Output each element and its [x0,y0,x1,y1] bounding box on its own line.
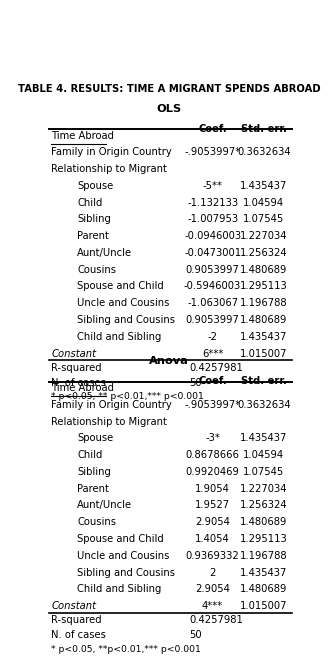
Text: 1.07545: 1.07545 [243,467,284,477]
Text: TABLE 4. RESULTS: TIME A MIGRANT SPENDS ABROAD: TABLE 4. RESULTS: TIME A MIGRANT SPENDS … [18,84,320,94]
Text: Spouse and Child: Spouse and Child [77,281,164,292]
Text: 0.9369332: 0.9369332 [186,551,240,561]
Text: -1.132133: -1.132133 [187,197,238,208]
Text: 0.4257981: 0.4257981 [189,363,244,373]
Text: -1.007953: -1.007953 [187,214,238,224]
Text: 1.256324: 1.256324 [240,248,287,258]
Text: N. of cases: N. of cases [51,630,106,640]
Text: 1.480689: 1.480689 [240,584,287,595]
Text: 1.9054: 1.9054 [195,484,230,494]
Text: -0.0946003: -0.0946003 [184,231,241,241]
Text: -5**: -5** [203,181,223,191]
Text: 1.295113: 1.295113 [240,281,288,292]
Text: Relationship to Migrant: Relationship to Migrant [51,164,167,174]
Text: Std. err.: Std. err. [241,124,287,134]
Text: 0.9053997: 0.9053997 [186,315,240,325]
Text: Sibling: Sibling [77,214,111,224]
Text: Cousins: Cousins [77,517,116,527]
Text: 1.07545: 1.07545 [243,214,284,224]
Text: 0.8678666: 0.8678666 [186,450,240,460]
Text: 2.9054: 2.9054 [195,517,230,527]
Text: 1.435437: 1.435437 [240,434,287,444]
Text: Relationship to Migrant: Relationship to Migrant [51,416,167,426]
Text: Constant: Constant [51,601,96,611]
Text: Time Abroad: Time Abroad [51,131,115,141]
Text: Spouse: Spouse [77,434,113,444]
Text: 1.04594: 1.04594 [243,450,284,460]
Text: * p<0.05, **p<0.01,*** p<0.001: * p<0.05, **p<0.01,*** p<0.001 [51,645,201,654]
Text: Sibling: Sibling [77,467,111,477]
Text: 50: 50 [189,378,202,387]
Text: 1.4054: 1.4054 [195,534,230,544]
Text: * p<0.05, ** p<0.01,*** p<0.001: * p<0.05, ** p<0.01,*** p<0.001 [51,392,204,401]
Text: 1.196788: 1.196788 [240,298,287,308]
Text: Aunt/Uncle: Aunt/Uncle [77,500,132,510]
Text: -2: -2 [208,332,217,342]
Text: 1.256324: 1.256324 [240,500,287,510]
Text: -1.063067: -1.063067 [187,298,238,308]
Text: Family in Origin Country: Family in Origin Country [51,400,172,410]
Text: Coef.: Coef. [198,124,227,134]
Text: R-squared: R-squared [51,615,102,626]
Text: OLS: OLS [156,104,182,114]
Text: N. of cases: N. of cases [51,378,106,387]
Text: Uncle and Cousins: Uncle and Cousins [77,298,169,308]
Text: 1.480689: 1.480689 [240,517,287,527]
Text: 1.015007: 1.015007 [240,348,287,358]
Text: 1.480689: 1.480689 [240,265,287,275]
Text: 1.196788: 1.196788 [240,551,287,561]
Text: -3*: -3* [205,434,220,444]
Text: 1.435437: 1.435437 [240,332,287,342]
Text: 2: 2 [210,568,216,578]
Text: 0.4257981: 0.4257981 [189,615,244,626]
Text: 4***: 4*** [202,601,223,611]
Text: 1.9527: 1.9527 [195,500,230,510]
Text: 1.435437: 1.435437 [240,568,287,578]
Text: -.9053997*: -.9053997* [184,400,241,410]
Text: -0.0473001: -0.0473001 [184,248,241,258]
Text: Cousins: Cousins [77,265,116,275]
Text: 6***: 6*** [202,348,223,358]
Text: 1.227034: 1.227034 [240,231,287,241]
Text: -0.5946003: -0.5946003 [184,281,241,292]
Text: -.9053997*: -.9053997* [184,147,241,157]
Text: 1.015007: 1.015007 [240,601,287,611]
Text: Constant: Constant [51,348,96,358]
Text: 0.9920469: 0.9920469 [186,467,240,477]
Text: Child: Child [77,197,102,208]
Text: Parent: Parent [77,484,109,494]
Text: Family in Origin Country: Family in Origin Country [51,147,172,157]
Text: Coef.: Coef. [198,376,227,387]
Text: Sibling and Cousins: Sibling and Cousins [77,568,175,578]
Text: Uncle and Cousins: Uncle and Cousins [77,551,169,561]
Text: 2.9054: 2.9054 [195,584,230,595]
Text: Std. err.: Std. err. [241,376,287,387]
Text: Anova: Anova [149,356,189,366]
Text: Parent: Parent [77,231,109,241]
Text: Aunt/Uncle: Aunt/Uncle [77,248,132,258]
Text: 50: 50 [189,630,202,640]
Text: 0.3632634: 0.3632634 [237,147,290,157]
Text: Spouse and Child: Spouse and Child [77,534,164,544]
Text: Child and Sibling: Child and Sibling [77,584,161,595]
Text: 1.227034: 1.227034 [240,484,287,494]
Text: 1.04594: 1.04594 [243,197,284,208]
Text: Child: Child [77,450,102,460]
Text: Time Abroad: Time Abroad [51,383,115,393]
Text: Sibling and Cousins: Sibling and Cousins [77,315,175,325]
Text: 0.9053997: 0.9053997 [186,265,240,275]
Text: Child and Sibling: Child and Sibling [77,332,161,342]
Text: 1.435437: 1.435437 [240,181,287,191]
Text: Spouse: Spouse [77,181,113,191]
Text: 1.295113: 1.295113 [240,534,288,544]
Text: R-squared: R-squared [51,363,102,373]
Text: 1.480689: 1.480689 [240,315,287,325]
Text: 0.3632634: 0.3632634 [237,400,290,410]
